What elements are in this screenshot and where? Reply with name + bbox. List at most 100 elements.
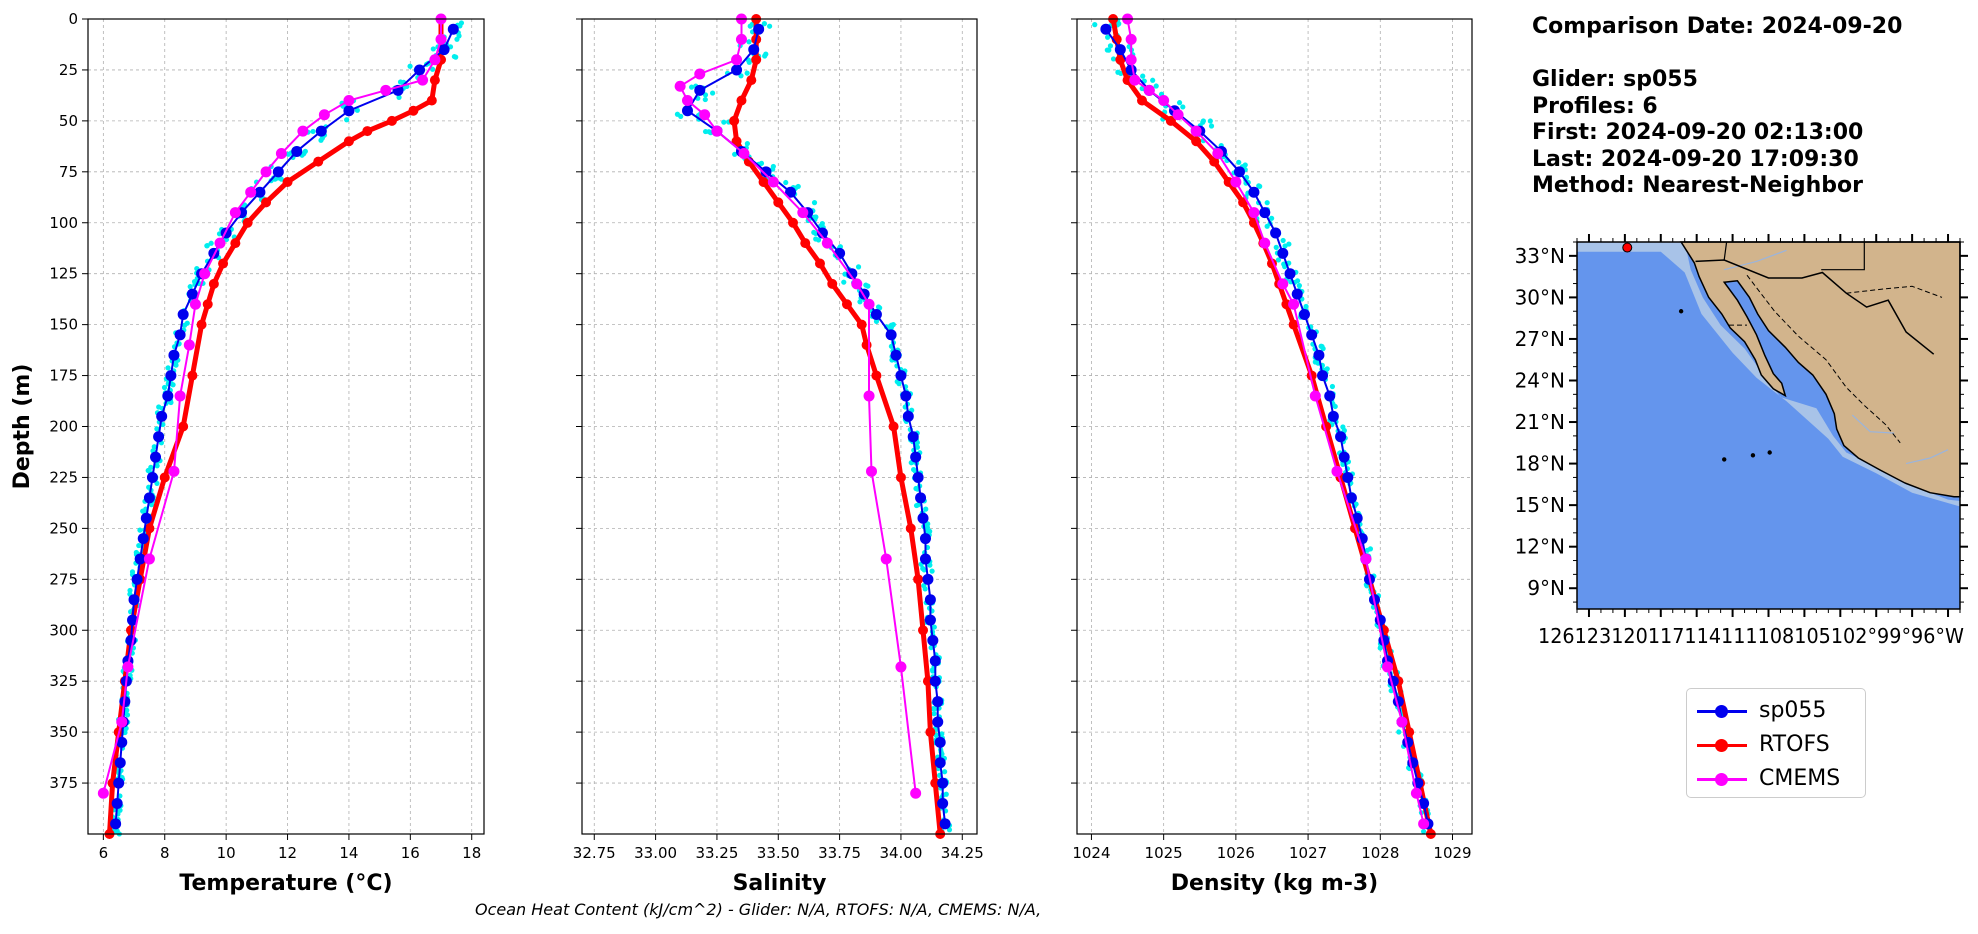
series-point-cmems xyxy=(1125,33,1137,45)
series-point-rtofs xyxy=(208,278,219,289)
x-tick-label: 12 xyxy=(278,844,297,862)
raw-glider-point xyxy=(710,90,716,96)
series-point-glider xyxy=(1125,64,1137,76)
raw-glider-point xyxy=(1200,119,1206,125)
raw-glider-point xyxy=(148,464,154,470)
series-point-rtofs xyxy=(918,625,929,636)
legend-entry-rtofs: RTOFS xyxy=(1687,730,1865,760)
series-point-glider xyxy=(162,390,174,402)
raw-glider-point xyxy=(182,322,188,328)
series-point-glider xyxy=(1277,247,1289,259)
x-tick-label: 33.50 xyxy=(757,844,800,862)
series-point-cmems xyxy=(417,74,429,86)
series-point-cmems xyxy=(1230,176,1242,188)
x-axis-label: Salinity xyxy=(733,871,827,896)
raw-glider-point xyxy=(702,92,709,98)
raw-glider-point xyxy=(208,240,214,246)
series-point-glider xyxy=(900,390,912,402)
series-line-cmems xyxy=(1126,18,1425,825)
glider-position-marker xyxy=(1622,242,1633,253)
series-point-cmems xyxy=(1125,54,1137,66)
raw-glider-point xyxy=(1180,104,1186,110)
y-tick-label: 100 xyxy=(49,214,78,232)
y-tick-label: 175 xyxy=(49,367,78,385)
series-point-rtofs xyxy=(313,156,324,167)
series-point-rtofs xyxy=(1404,727,1415,738)
series-point-glider xyxy=(127,614,139,626)
legend-label: CMEMS xyxy=(1759,766,1841,791)
axes-frame xyxy=(1076,18,1473,835)
x-tick-label: 16 xyxy=(401,844,420,862)
x-tick-label: 1027 xyxy=(1289,844,1327,862)
series-point-cmems xyxy=(1158,95,1170,106)
series-point-cmems xyxy=(731,54,743,66)
raw-glider-point xyxy=(761,21,768,27)
series-point-glider xyxy=(681,105,693,117)
raw-glider-point xyxy=(1282,264,1288,270)
raw-glider-point xyxy=(1296,283,1302,289)
raw-glider-point xyxy=(137,527,143,533)
series-point-rtofs xyxy=(925,727,936,738)
raw-glider-point xyxy=(813,230,819,237)
raw-glider-point xyxy=(915,502,921,508)
series-point-rtofs xyxy=(827,278,838,289)
raw-glider-point xyxy=(1104,47,1110,53)
series-point-glider xyxy=(254,186,266,198)
series-point-glider xyxy=(447,23,459,35)
info-spacer xyxy=(1532,41,1902,68)
series-point-glider xyxy=(924,614,936,626)
series-point-rtofs xyxy=(218,258,229,269)
raw-glider-point xyxy=(1207,118,1213,124)
series-point-cmems xyxy=(189,298,201,310)
series-point-glider xyxy=(731,64,743,76)
raw-glider-point xyxy=(923,506,929,512)
series-point-glider xyxy=(165,370,177,382)
first-time: First: 2024-09-20 02:13:00 xyxy=(1532,120,1864,145)
series-point-glider xyxy=(1298,308,1310,320)
raw-glider-point xyxy=(865,283,871,289)
map-river xyxy=(1905,449,1949,465)
raw-glider-point xyxy=(430,66,436,72)
series-point-glider xyxy=(272,166,284,178)
raw-glider-point xyxy=(1329,383,1336,390)
series-point-glider xyxy=(910,451,922,463)
raw-glider-point xyxy=(148,501,155,508)
raw-glider-point xyxy=(1420,828,1427,835)
raw-glider-point xyxy=(1116,21,1122,27)
raw-glider-point xyxy=(1150,77,1156,83)
raw-glider-point xyxy=(1275,257,1281,263)
raw-glider-point xyxy=(932,706,938,712)
series-point-glider xyxy=(153,431,165,443)
raw-glider-point xyxy=(1303,303,1309,310)
series-point-glider xyxy=(1351,512,1363,524)
comparison-info: Comparison Date: 2024-09-20 Glider: sp05… xyxy=(1532,14,1902,200)
raw-glider-point xyxy=(161,384,168,391)
raw-glider-point xyxy=(1107,43,1114,49)
series-point-glider xyxy=(174,329,186,341)
x-tick-label: 33.00 xyxy=(634,844,677,862)
series-point-cmems xyxy=(1277,278,1289,290)
series-point-cmems xyxy=(1331,465,1343,477)
series-point-glider xyxy=(760,166,772,178)
series-point-rtofs xyxy=(729,115,740,126)
series-point-glider xyxy=(110,818,122,830)
raw-glider-point xyxy=(815,237,822,243)
raw-glider-point xyxy=(458,20,465,26)
series-point-glider xyxy=(177,308,189,320)
raw-glider-point xyxy=(931,624,937,630)
map-lat-label: 15°N xyxy=(1515,493,1565,517)
raw-glider-point xyxy=(732,151,738,157)
series-point-glider xyxy=(116,736,128,748)
series-point-cmems xyxy=(1190,125,1202,137)
map-lat-label: 21°N xyxy=(1515,410,1565,434)
series-point-rtofs xyxy=(856,319,867,330)
raw-glider-point xyxy=(744,140,750,147)
series-point-rtofs xyxy=(159,472,170,483)
map-state-border xyxy=(1821,242,1865,271)
y-tick-label: 225 xyxy=(49,468,78,486)
raw-glider-point xyxy=(706,129,712,135)
series-point-glider xyxy=(1324,390,1336,402)
series-point-glider xyxy=(919,533,931,545)
method: Method: Nearest-Neighbor xyxy=(1532,173,1863,198)
series-point-glider xyxy=(922,573,934,585)
